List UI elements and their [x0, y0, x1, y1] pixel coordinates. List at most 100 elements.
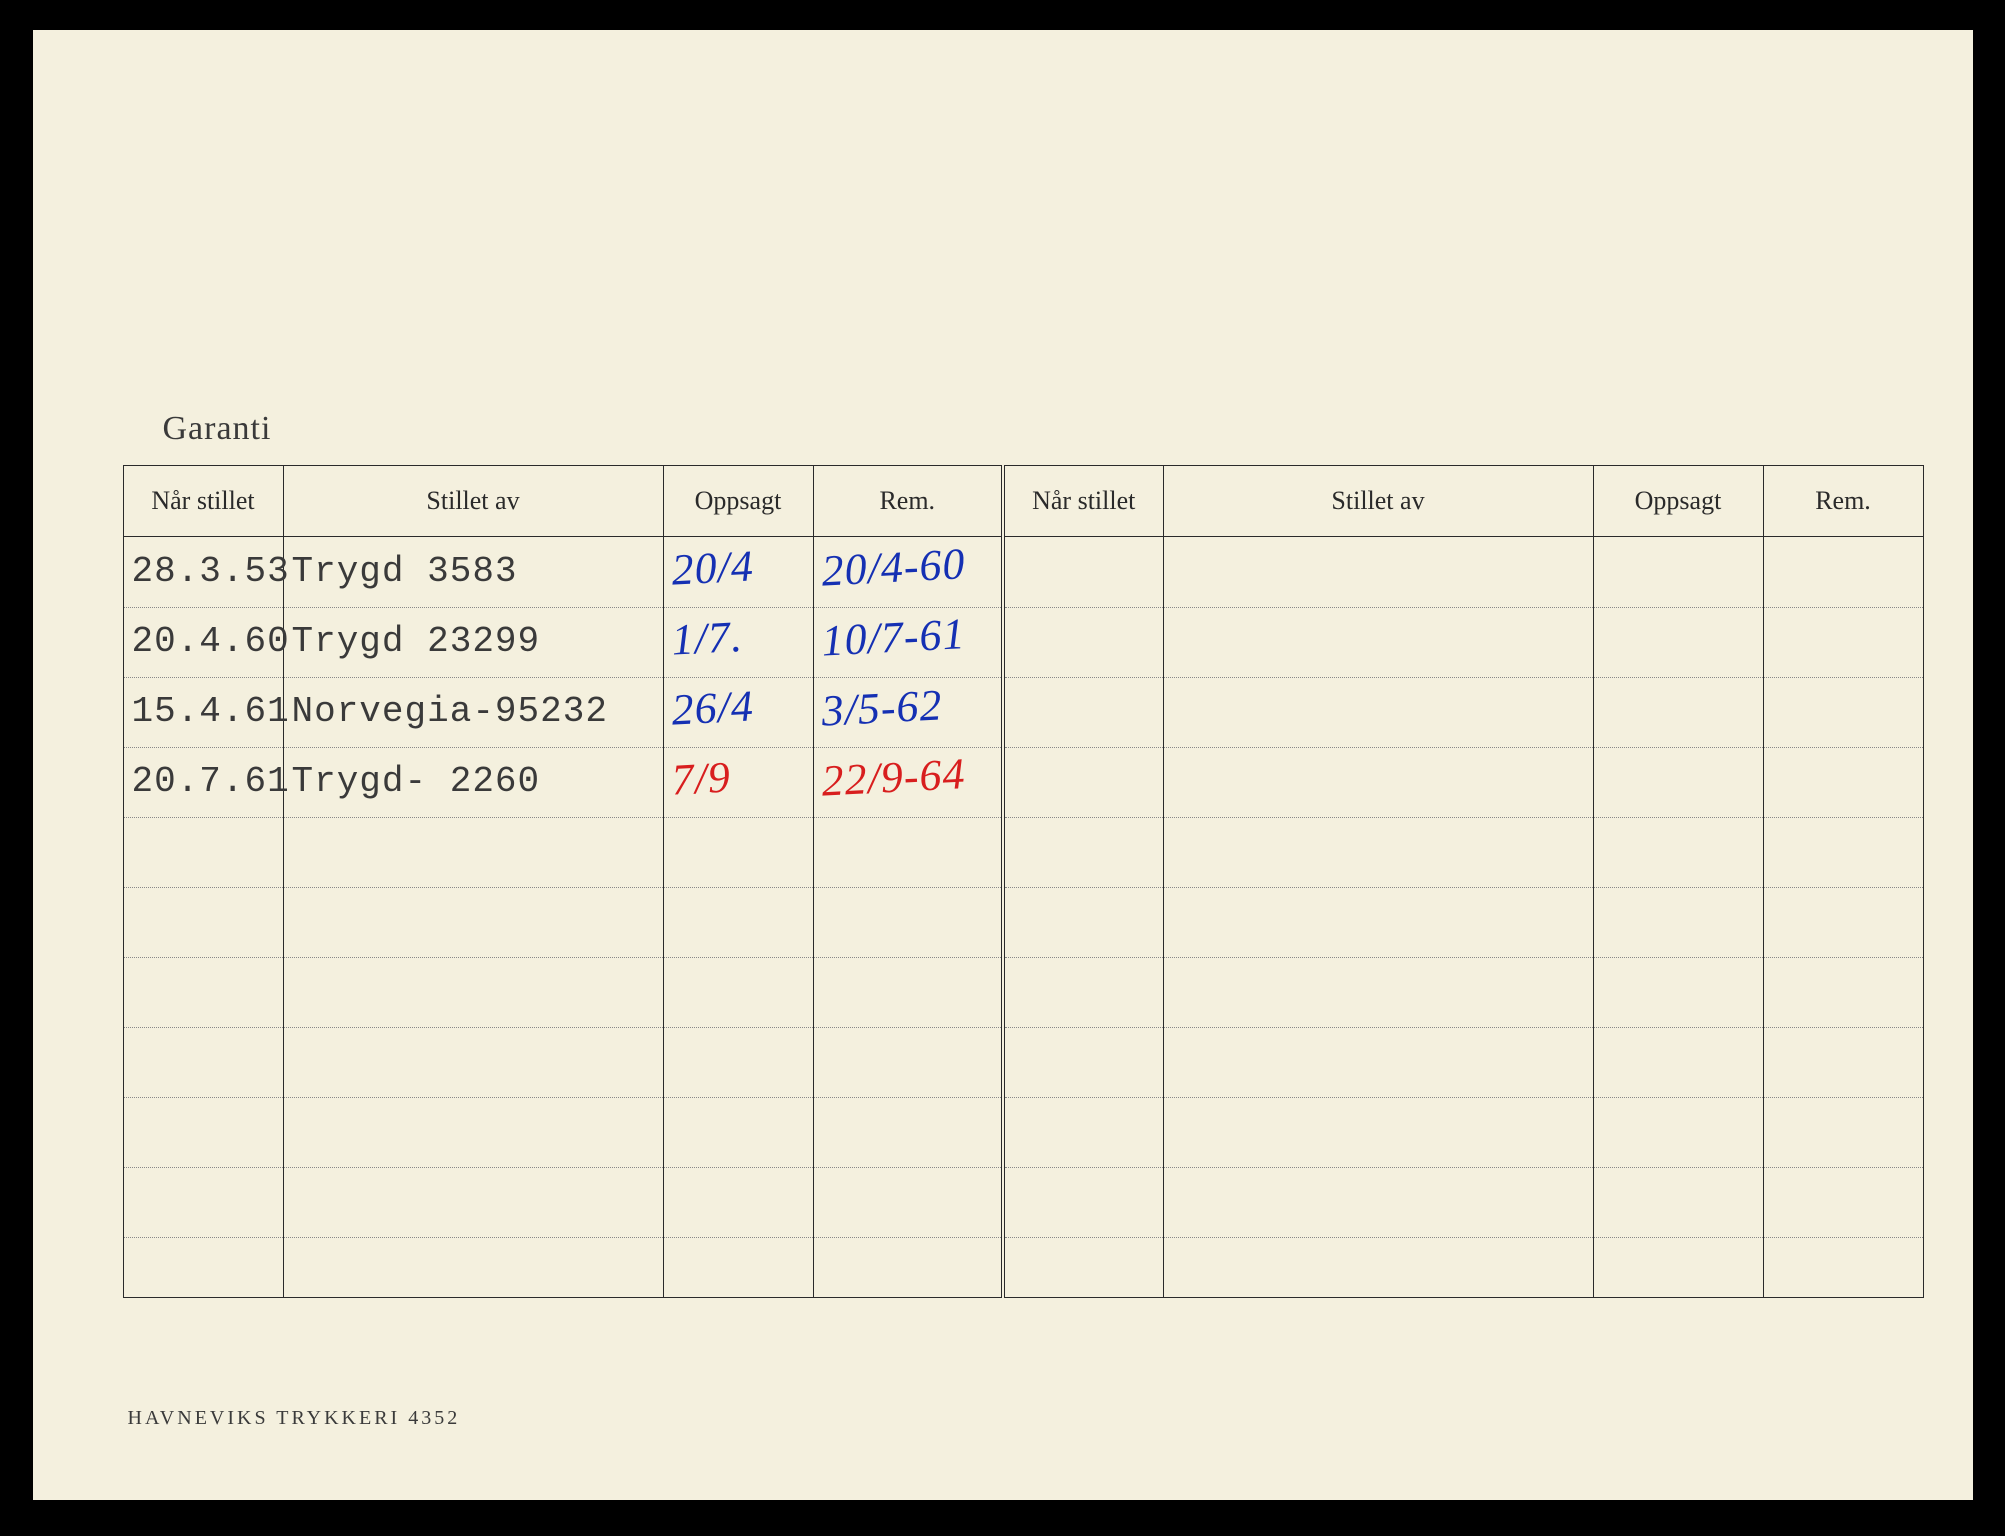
row-rule [1764, 887, 1923, 888]
row-rule [1594, 957, 1763, 958]
row-rule [1594, 677, 1763, 678]
cell-rem-right [1763, 537, 1923, 1298]
col-nar-left: Når stillet [123, 466, 283, 537]
row-rule [814, 887, 1002, 888]
row-rule [664, 1237, 813, 1238]
row-rule [1164, 1237, 1593, 1238]
row-rule [664, 1167, 813, 1168]
row-rule [1164, 957, 1593, 958]
entry-oppsagt: 20/4 [670, 537, 810, 614]
row-rule [1764, 1027, 1923, 1028]
entry-oppsagt: 26/4 [670, 677, 810, 754]
card-title: Garanti [163, 410, 272, 448]
col-oppsagt-left: Oppsagt [663, 466, 813, 537]
row-rule [814, 1167, 1002, 1168]
row-rule [124, 1167, 283, 1168]
body-row: 28.3.5320.4.6015.4.6120.7.61 Trygd 3583T… [123, 537, 1923, 1298]
row-rule [1164, 677, 1593, 678]
row-rule [1164, 1027, 1593, 1028]
row-rule [284, 957, 663, 958]
row-rule [124, 887, 283, 888]
row-rule [1764, 1167, 1923, 1168]
entry-rem: 10/7-61 [820, 606, 999, 685]
row-rule [1005, 1027, 1163, 1028]
row-rule [284, 1167, 663, 1168]
row-rule [284, 1097, 663, 1098]
row-rule [664, 1027, 813, 1028]
row-rule [284, 1237, 663, 1238]
row-rule [1005, 957, 1163, 958]
row-rule [664, 1097, 813, 1098]
row-rule [124, 1027, 283, 1028]
row-rule [124, 1237, 283, 1238]
row-rule [814, 1097, 1002, 1098]
entry-nar: 20.7.61 [132, 761, 279, 831]
row-rule [1164, 1167, 1593, 1168]
row-rule [1594, 817, 1763, 818]
entry-oppsagt: 7/9 [670, 747, 810, 824]
row-rule [1164, 817, 1593, 818]
row-rule [124, 957, 283, 958]
row-rule [284, 887, 663, 888]
entry-stillet: Trygd 23299 [292, 621, 659, 691]
cell-stillet-right [1163, 537, 1593, 1298]
row-rule [1005, 1097, 1163, 1098]
row-rule [814, 1237, 1002, 1238]
entry-rem: 3/5-62 [820, 676, 999, 755]
entry-stillet: Trygd 3583 [292, 551, 659, 621]
row-rule [1764, 1097, 1923, 1098]
garanti-table: Når stillet Stillet av Oppsagt Rem. Når … [123, 465, 1923, 1298]
row-rule [1764, 957, 1923, 958]
col-rem-left: Rem. [813, 466, 1003, 537]
document-card: Garanti Når stillet Stillet av Oppsagt R… [33, 30, 1973, 1500]
row-rule [664, 957, 813, 958]
row-rule [1594, 607, 1763, 608]
row-rule [1005, 1167, 1163, 1168]
row-rule [1764, 747, 1923, 748]
entry-nar: 15.4.61 [132, 691, 279, 761]
entry-rem: 20/4-60 [820, 536, 999, 615]
col-stillet-right: Stillet av [1163, 466, 1593, 537]
cell-oppsagt-right [1593, 537, 1763, 1298]
row-rule [1594, 1237, 1763, 1238]
row-rule [1764, 607, 1923, 608]
row-rule [1164, 747, 1593, 748]
row-rule [814, 957, 1002, 958]
cell-rem-left: 20/4-6010/7-613/5-6222/9-64 [813, 537, 1003, 1298]
row-rule [1594, 1167, 1763, 1168]
row-rule [1594, 1097, 1763, 1098]
row-rule [1005, 817, 1163, 818]
row-rule [1005, 747, 1163, 748]
row-rule [1594, 747, 1763, 748]
row-rule [1005, 887, 1163, 888]
entry-oppsagt: 1/7. [670, 607, 810, 684]
col-stillet-left: Stillet av [283, 466, 663, 537]
row-rule [1005, 677, 1163, 678]
entry-stillet: Trygd- 2260 [292, 761, 659, 831]
row-rule [664, 887, 813, 888]
row-rule [1005, 607, 1163, 608]
cell-oppsagt-left: 20/41/7.26/47/9 [663, 537, 813, 1298]
cell-nar-left: 28.3.5320.4.6015.4.6120.7.61 [123, 537, 283, 1298]
entry-nar: 20.4.60 [132, 621, 279, 691]
cell-stillet-left: Trygd 3583Trygd 23299Norvegia-95232Trygd… [283, 537, 663, 1298]
header-row: Når stillet Stillet av Oppsagt Rem. Når … [123, 466, 1923, 537]
row-rule [284, 1027, 663, 1028]
cell-nar-right [1003, 537, 1163, 1298]
row-rule [1164, 887, 1593, 888]
row-rule [814, 1027, 1002, 1028]
entry-rem: 22/9-64 [820, 746, 999, 825]
entry-stillet: Norvegia-95232 [292, 691, 659, 761]
row-rule [1764, 817, 1923, 818]
row-rule [1164, 607, 1593, 608]
printer-footer: HAVNEVIKS TRYKKERI 4352 [128, 1407, 461, 1430]
col-oppsagt-right: Oppsagt [1593, 466, 1763, 537]
row-rule [1764, 677, 1923, 678]
col-nar-right: Når stillet [1003, 466, 1163, 537]
row-rule [124, 1097, 283, 1098]
row-rule [1594, 1027, 1763, 1028]
row-rule [1594, 887, 1763, 888]
row-rule [1005, 1237, 1163, 1238]
ledger-table: Når stillet Stillet av Oppsagt Rem. Når … [123, 465, 1924, 1298]
row-rule [1164, 1097, 1593, 1098]
